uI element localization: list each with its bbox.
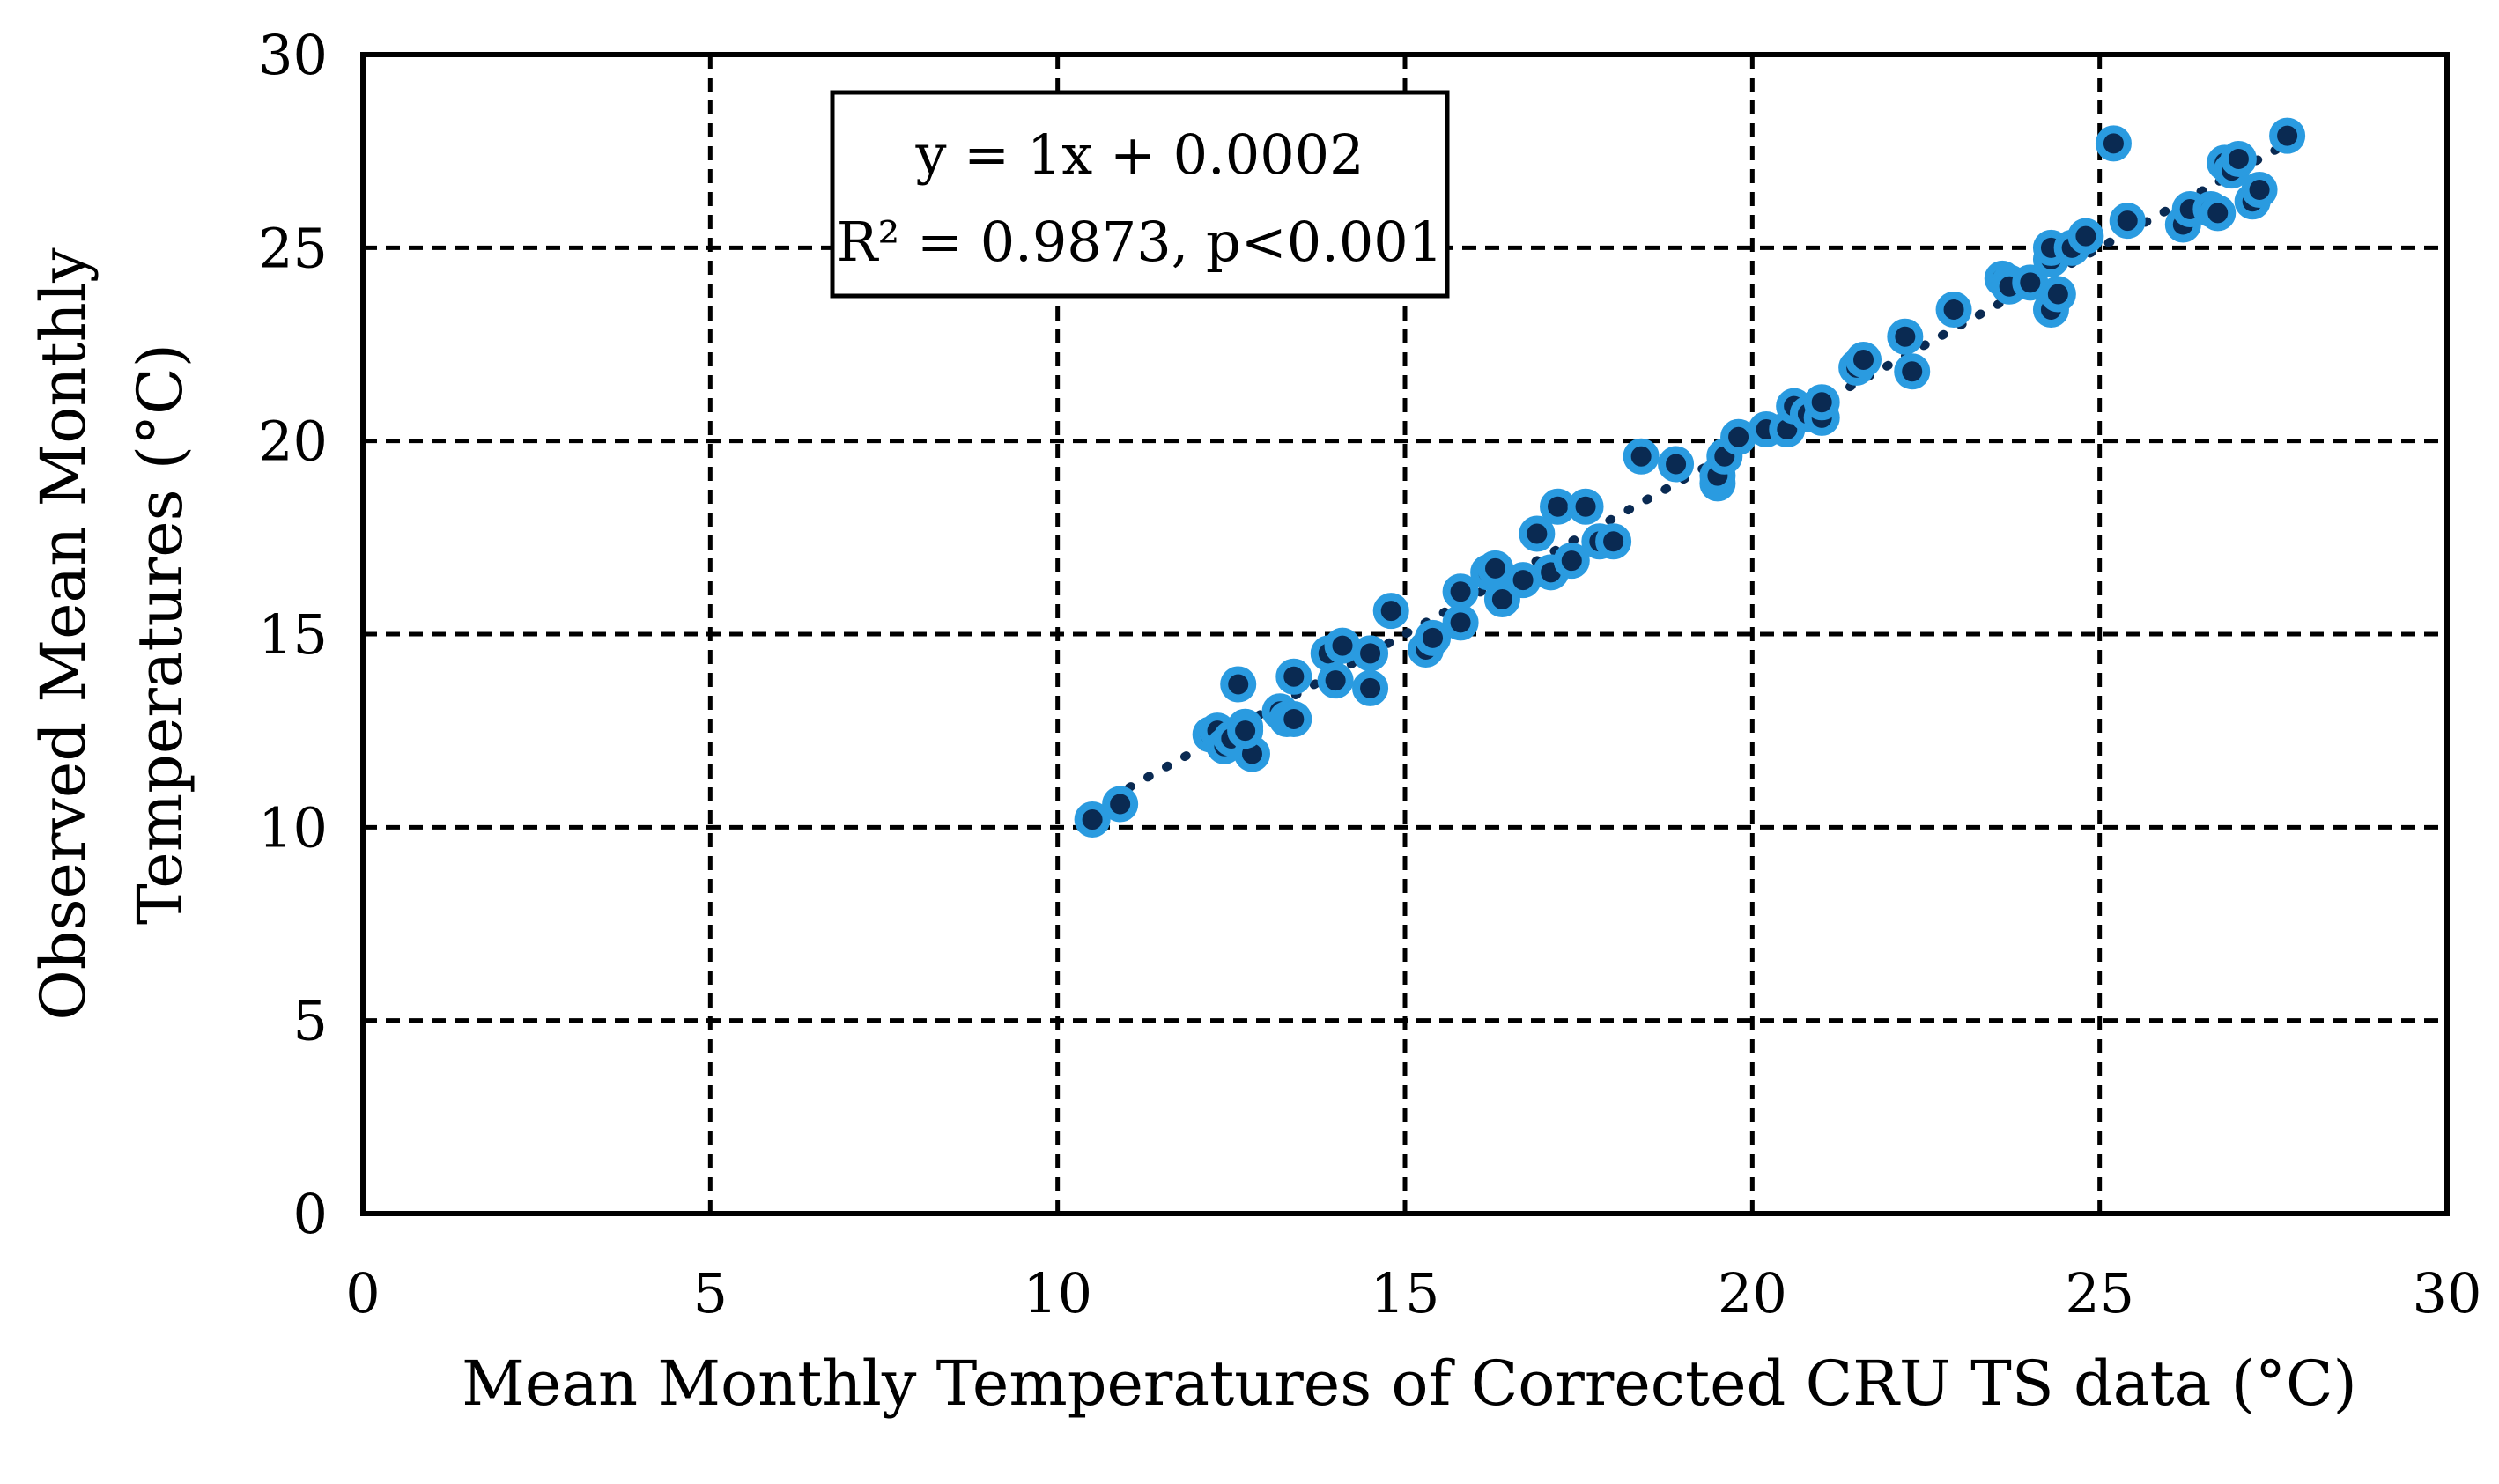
data-point (1227, 712, 1264, 749)
data-point (1352, 669, 1389, 706)
x-axis-title: Mean Monthly Temperatures of Corrected C… (462, 1347, 2357, 1420)
data-point (1519, 515, 1556, 552)
data-point (1845, 342, 1882, 379)
data-points (1074, 117, 2306, 838)
data-point (1658, 446, 1695, 483)
x-tick-label: 20 (1718, 1261, 1787, 1325)
y-tick-label: 20 (258, 410, 328, 474)
tick-labels: 0 5 10 15 20 25 30 0 5 10 15 20 25 30 (258, 23, 2481, 1325)
data-point (1623, 438, 1660, 475)
y-tick-label: 5 (293, 989, 328, 1053)
data-point (1352, 635, 1389, 672)
data-point (1220, 666, 1257, 703)
data-point (1935, 292, 1972, 329)
annotation-line: R² = 0.9873, p<0.001 (837, 210, 1443, 274)
y-tick-label: 10 (258, 795, 328, 860)
data-point (2269, 117, 2306, 154)
x-tick-label: 30 (2413, 1261, 2482, 1325)
data-point (1275, 701, 1312, 738)
data-point (2067, 218, 2104, 255)
data-point (2241, 172, 2278, 209)
plot-area-frame (360, 52, 2450, 1216)
data-point (1415, 619, 1452, 656)
y-tick-label: 0 (293, 1182, 328, 1246)
regression-annotation: y = 1x + 0.0002 R² = 0.9873, p<0.001 (830, 90, 1450, 299)
data-point (2200, 195, 2237, 232)
data-point (1442, 604, 1479, 641)
data-point (1803, 384, 1840, 421)
y-tick-label: 25 (258, 216, 328, 280)
x-tick-label: 5 (693, 1261, 728, 1325)
data-point (2095, 125, 2132, 162)
x-tick-label: 25 (2065, 1261, 2134, 1325)
data-point (1887, 318, 1924, 355)
x-tick-label: 0 (345, 1261, 380, 1325)
annotation-box (830, 90, 1450, 299)
x-tick-label: 15 (1371, 1261, 1440, 1325)
data-point (1553, 543, 1590, 580)
x-tick-label: 10 (1023, 1261, 1092, 1325)
y-axis-title-line-2: Temperatures (°C) (124, 343, 196, 925)
data-point (1483, 581, 1520, 618)
y-axis-title-line-1: Observed Mean Monthly (27, 247, 100, 1021)
data-point (2220, 140, 2257, 177)
data-point (2039, 276, 2076, 313)
annotation-line: y = 1x + 0.0002 (914, 122, 1364, 187)
data-point (1442, 573, 1479, 610)
data-point (1317, 662, 1354, 699)
y-tick-label: 30 (258, 23, 328, 87)
y-tick-label: 15 (258, 602, 328, 667)
data-point (1372, 593, 1409, 630)
data-point (1074, 801, 1111, 838)
data-point (1275, 658, 1312, 695)
data-point (1894, 353, 1931, 390)
data-point (1102, 786, 1139, 823)
data-point (2109, 203, 2146, 240)
data-point (1567, 488, 1604, 525)
data-point (1595, 523, 1632, 560)
